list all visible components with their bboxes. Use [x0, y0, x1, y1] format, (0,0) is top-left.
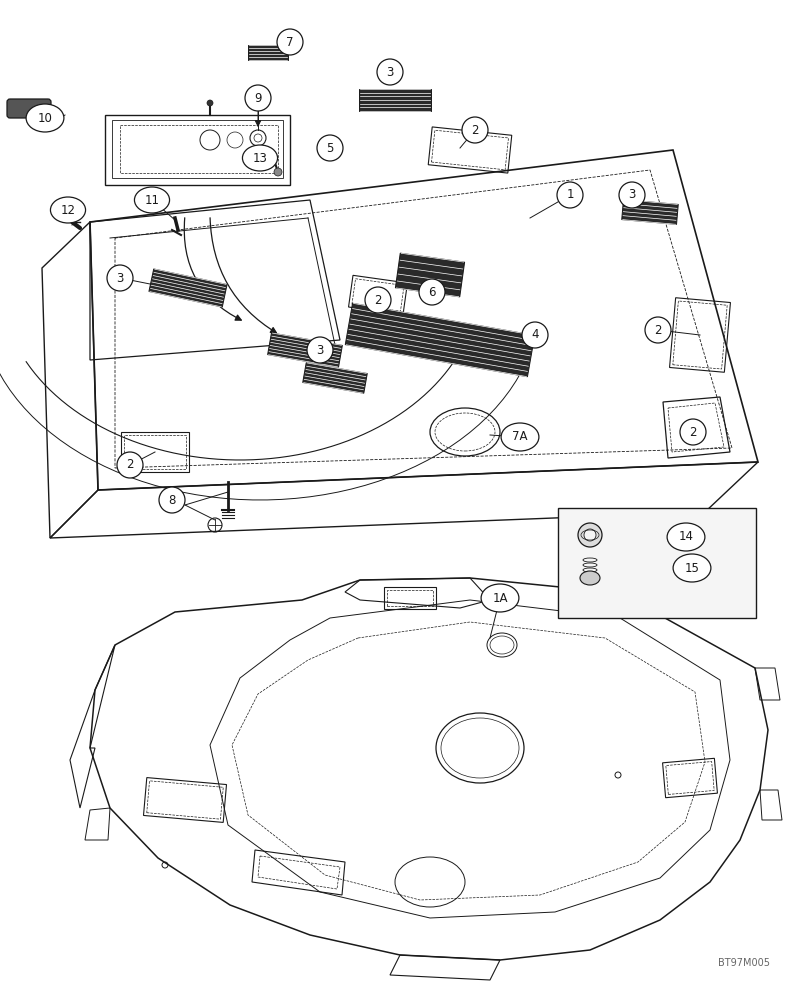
Text: 14: 14 — [679, 530, 693, 544]
Text: 2: 2 — [471, 123, 479, 136]
Text: 2: 2 — [126, 458, 134, 472]
Bar — [267, 333, 343, 367]
Ellipse shape — [580, 571, 600, 585]
Circle shape — [307, 337, 333, 363]
Circle shape — [619, 182, 645, 208]
Circle shape — [274, 168, 282, 176]
Bar — [670, 298, 730, 372]
Text: 7A: 7A — [512, 430, 528, 444]
Circle shape — [365, 287, 391, 313]
Text: 8: 8 — [168, 493, 175, 506]
Circle shape — [159, 487, 185, 513]
Bar — [395, 253, 465, 297]
Text: BT97M005: BT97M005 — [718, 958, 770, 968]
Circle shape — [277, 29, 303, 55]
Bar — [666, 762, 714, 794]
Bar — [303, 363, 368, 393]
Text: 7: 7 — [286, 35, 294, 48]
Bar — [124, 435, 186, 469]
Bar — [359, 89, 431, 111]
Circle shape — [522, 322, 548, 348]
Bar — [147, 781, 223, 819]
Ellipse shape — [501, 423, 539, 451]
Circle shape — [584, 529, 596, 541]
Text: 3: 3 — [116, 271, 124, 284]
Ellipse shape — [481, 584, 519, 612]
Ellipse shape — [50, 197, 86, 223]
Bar — [345, 303, 535, 377]
Text: 1: 1 — [566, 188, 574, 202]
Text: 5: 5 — [326, 141, 334, 154]
Bar — [121, 432, 189, 472]
Circle shape — [557, 182, 583, 208]
Bar — [431, 130, 508, 170]
Text: 11: 11 — [145, 194, 159, 207]
Circle shape — [645, 317, 671, 343]
Bar — [558, 508, 756, 618]
Bar — [663, 758, 718, 798]
Text: 2: 2 — [689, 426, 696, 438]
Circle shape — [680, 419, 706, 445]
Ellipse shape — [673, 554, 711, 582]
Circle shape — [578, 523, 602, 547]
Text: 1A: 1A — [492, 591, 507, 604]
Bar — [428, 127, 511, 173]
Text: 4: 4 — [531, 328, 539, 342]
Bar — [348, 275, 407, 315]
Text: 13: 13 — [253, 151, 267, 164]
Bar — [149, 269, 227, 307]
Ellipse shape — [26, 104, 64, 132]
Text: 3: 3 — [386, 66, 393, 79]
Circle shape — [245, 85, 271, 111]
Text: 6: 6 — [428, 286, 436, 298]
Text: 3: 3 — [316, 344, 324, 357]
Text: 3: 3 — [629, 188, 636, 202]
Text: 10: 10 — [37, 111, 53, 124]
Bar — [384, 587, 436, 609]
Bar — [387, 590, 433, 606]
Bar — [144, 778, 226, 822]
Circle shape — [20, 123, 24, 127]
Text: 12: 12 — [61, 204, 75, 217]
Bar — [248, 44, 288, 60]
Ellipse shape — [667, 523, 705, 551]
Bar — [621, 200, 678, 224]
Text: 2: 2 — [654, 324, 662, 336]
Bar — [673, 301, 727, 369]
Ellipse shape — [242, 145, 278, 171]
Text: 15: 15 — [684, 562, 700, 574]
Bar — [352, 279, 404, 311]
Circle shape — [462, 117, 488, 143]
Circle shape — [377, 59, 403, 85]
Text: 9: 9 — [255, 92, 262, 104]
Circle shape — [107, 265, 133, 291]
FancyBboxPatch shape — [7, 99, 51, 118]
Circle shape — [207, 100, 213, 106]
Circle shape — [419, 279, 445, 305]
Circle shape — [117, 452, 143, 478]
Text: 2: 2 — [374, 294, 381, 306]
Ellipse shape — [134, 187, 170, 213]
Circle shape — [317, 135, 343, 161]
